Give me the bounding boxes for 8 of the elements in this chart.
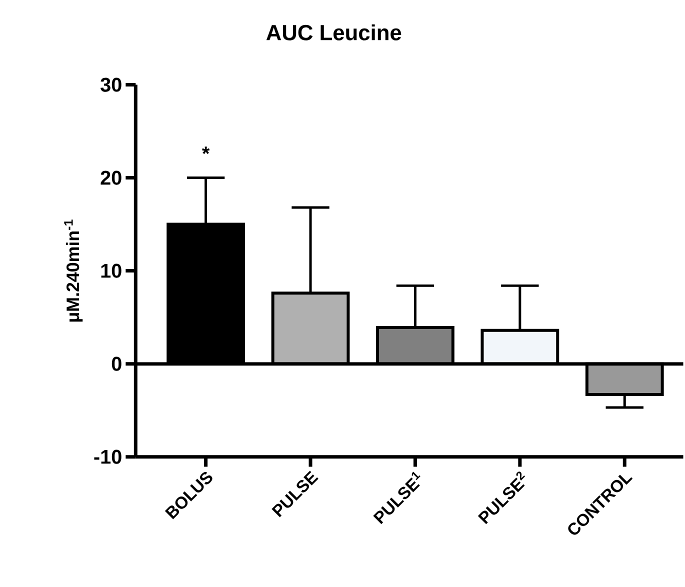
- y-axis-title: μM.240min$^{-1}$: [64, 220, 83, 322]
- y-tick-label: 30: [100, 78, 122, 92]
- annotation: *: [202, 146, 210, 154]
- y-tick-label: -10: [94, 450, 122, 464]
- y-tick-label: 10: [101, 264, 122, 278]
- chart-title: AUC Leucine: [266, 24, 402, 41]
- y-tick-label: 0: [112, 357, 122, 372]
- y-tick-label: 20: [100, 171, 122, 186]
